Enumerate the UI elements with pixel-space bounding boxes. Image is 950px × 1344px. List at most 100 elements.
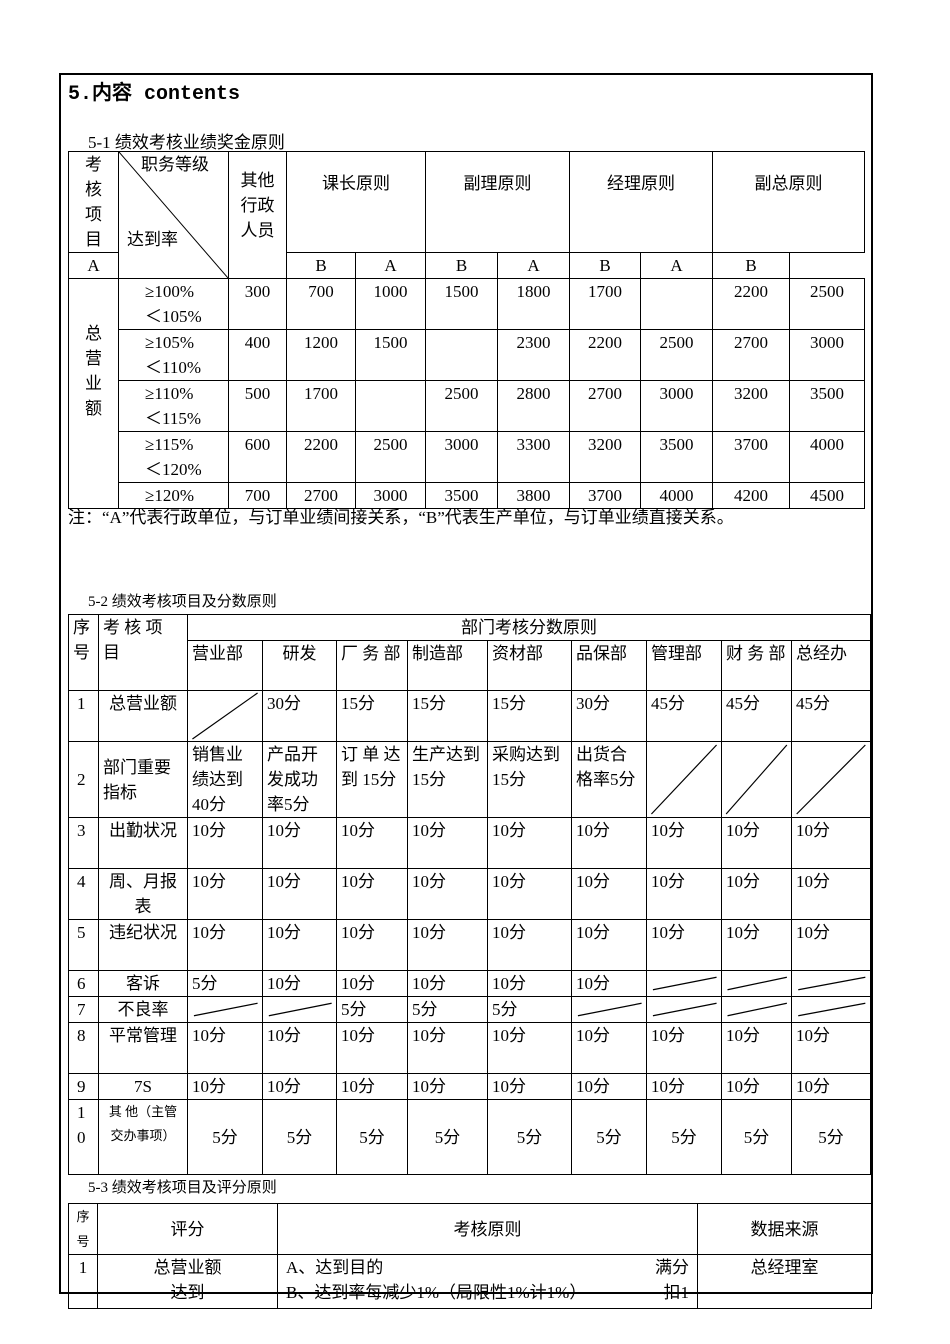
value-cell: 2500 bbox=[355, 431, 426, 483]
value-cell: 3800 bbox=[497, 482, 570, 509]
header-sub: B bbox=[569, 252, 641, 279]
slash-mark bbox=[792, 742, 870, 817]
row-item: 不良率 bbox=[98, 996, 188, 1023]
row-seq: 3 bbox=[68, 817, 99, 869]
value-cell: 4500 bbox=[789, 482, 865, 509]
score-cell: 10分 bbox=[407, 868, 488, 920]
score-cell: 5分 bbox=[721, 1099, 792, 1175]
value-cell bbox=[425, 329, 498, 381]
score-cell: 10分 bbox=[262, 1022, 337, 1074]
score-cell: 10分 bbox=[790, 1073, 872, 1100]
rate-cell: ≥115% ＜120% bbox=[118, 431, 229, 483]
slash-mark bbox=[722, 971, 791, 996]
score-cell: 10分 bbox=[187, 1073, 263, 1100]
score-cell bbox=[571, 996, 647, 1023]
score-cell: 10分 bbox=[187, 1022, 263, 1074]
rate-cell: ≥105% ＜110% bbox=[118, 329, 229, 381]
slash-mark bbox=[647, 742, 721, 817]
score-cell bbox=[646, 970, 722, 997]
value-cell bbox=[640, 278, 713, 330]
header-sub: A bbox=[640, 252, 713, 279]
row-seq: 5 bbox=[68, 919, 99, 971]
row-item: 总营业额 bbox=[98, 690, 188, 742]
score-cell: 10分 bbox=[571, 919, 647, 971]
slash-mark bbox=[792, 971, 870, 996]
score-cell: 10分 bbox=[721, 1073, 792, 1100]
score-cell bbox=[187, 996, 263, 1023]
value-cell: 2800 bbox=[497, 380, 570, 432]
header-sub: B bbox=[425, 252, 498, 279]
slash-mark bbox=[647, 971, 721, 996]
rate-text: ≥105% bbox=[145, 333, 194, 352]
score-cell bbox=[790, 996, 872, 1023]
score-cell: 销售业绩达到40分 bbox=[187, 741, 263, 818]
score-cell: 10分 bbox=[646, 1073, 722, 1100]
score-cell: 10分 bbox=[790, 919, 872, 971]
slash-mark bbox=[188, 997, 262, 1022]
rule-text: A、达到目的 bbox=[286, 1258, 384, 1277]
score-cell bbox=[646, 741, 722, 818]
header-sub: A bbox=[497, 252, 570, 279]
score-cell: 5分 bbox=[187, 970, 263, 997]
row-seq: 8 bbox=[68, 1022, 99, 1074]
value-cell: 400 bbox=[228, 329, 287, 381]
value-cell: 2500 bbox=[640, 329, 713, 381]
slash-mark bbox=[263, 997, 336, 1022]
value-cell: 1000 bbox=[355, 278, 426, 330]
score-cell: 10分 bbox=[262, 919, 337, 971]
score-cell: 5分 bbox=[407, 996, 488, 1023]
score-cell: 45分 bbox=[646, 690, 722, 742]
value-cell: 600 bbox=[228, 431, 287, 483]
value-cell: 700 bbox=[286, 278, 356, 330]
score-cell: 10分 bbox=[646, 919, 722, 971]
rule-line: A、达到目的 满分 bbox=[286, 1256, 689, 1281]
diag-bottom-label: 达到率 bbox=[127, 230, 178, 249]
header-sub: A bbox=[355, 252, 426, 279]
rate-cell: ≥100% ＜105% bbox=[118, 278, 229, 330]
value-cell: 1500 bbox=[425, 278, 498, 330]
score-cell: 30分 bbox=[571, 690, 647, 742]
score-cell: 5分 bbox=[571, 1099, 647, 1175]
value-cell: 3500 bbox=[425, 482, 498, 509]
header-department: 品保部 bbox=[571, 640, 647, 691]
section3-title: 5-3 绩效考核项目及评分原则 bbox=[88, 1180, 277, 1196]
value-cell: 1200 bbox=[286, 329, 356, 381]
score-cell: 10分 bbox=[487, 1073, 572, 1100]
score-cell: 10分 bbox=[262, 970, 337, 997]
score-cell: 10分 bbox=[407, 919, 488, 971]
value-cell: 3000 bbox=[789, 329, 865, 381]
row-seq: 4 bbox=[68, 868, 99, 920]
value-cell: 1700 bbox=[286, 380, 356, 432]
header-seq: 序号 bbox=[68, 614, 99, 691]
value-cell: 3000 bbox=[425, 431, 498, 483]
diagonal-line bbox=[119, 152, 228, 278]
row-label-total-revenue: 总营业额 bbox=[68, 278, 119, 509]
rule-line: B、达到率每减少1%（局限性1%计1%） 扣1 bbox=[286, 1280, 689, 1305]
rate-text: ≥115% bbox=[145, 435, 194, 454]
row-seq: 6 bbox=[68, 970, 99, 997]
score-cell: 5分 bbox=[187, 1099, 263, 1175]
score-cell: 15分 bbox=[407, 690, 488, 742]
score-cell: 5分 bbox=[646, 1099, 722, 1175]
value-cell: 2700 bbox=[569, 380, 641, 432]
rate-text: ≥100% bbox=[145, 282, 194, 301]
score-cell bbox=[721, 741, 792, 818]
header-other-staff: 其他行政人员 bbox=[228, 151, 287, 279]
score-cell: 10分 bbox=[721, 1022, 792, 1074]
header-group: 副理原则 bbox=[425, 151, 570, 253]
score-cell: 45分 bbox=[721, 690, 792, 742]
row-item: 部门重要指标 bbox=[98, 741, 188, 818]
score-cell: 产品开发成功率5分 bbox=[262, 741, 337, 818]
row-rules: A、达到目的 满分 B、达到率每减少1%（局限性1%计1%） 扣1 bbox=[277, 1254, 698, 1309]
score-cell: 10分 bbox=[487, 919, 572, 971]
row-item: 出勤状况 bbox=[98, 817, 188, 869]
rate-text: ＜110% bbox=[145, 358, 202, 377]
value-cell: 4200 bbox=[712, 482, 790, 509]
score-cell: 10分 bbox=[487, 1022, 572, 1074]
value-cell: 1700 bbox=[569, 278, 641, 330]
bonus-table: 考核项目 职务等级 达到率 其他行政人员 课长原则 副理原则 经理原则 副总原则 A B A B A B A… bbox=[68, 151, 865, 509]
score-cell bbox=[646, 996, 722, 1023]
score-cell: 10分 bbox=[336, 868, 408, 920]
score-cell: 10分 bbox=[407, 1022, 488, 1074]
value-cell: 2200 bbox=[712, 278, 790, 330]
